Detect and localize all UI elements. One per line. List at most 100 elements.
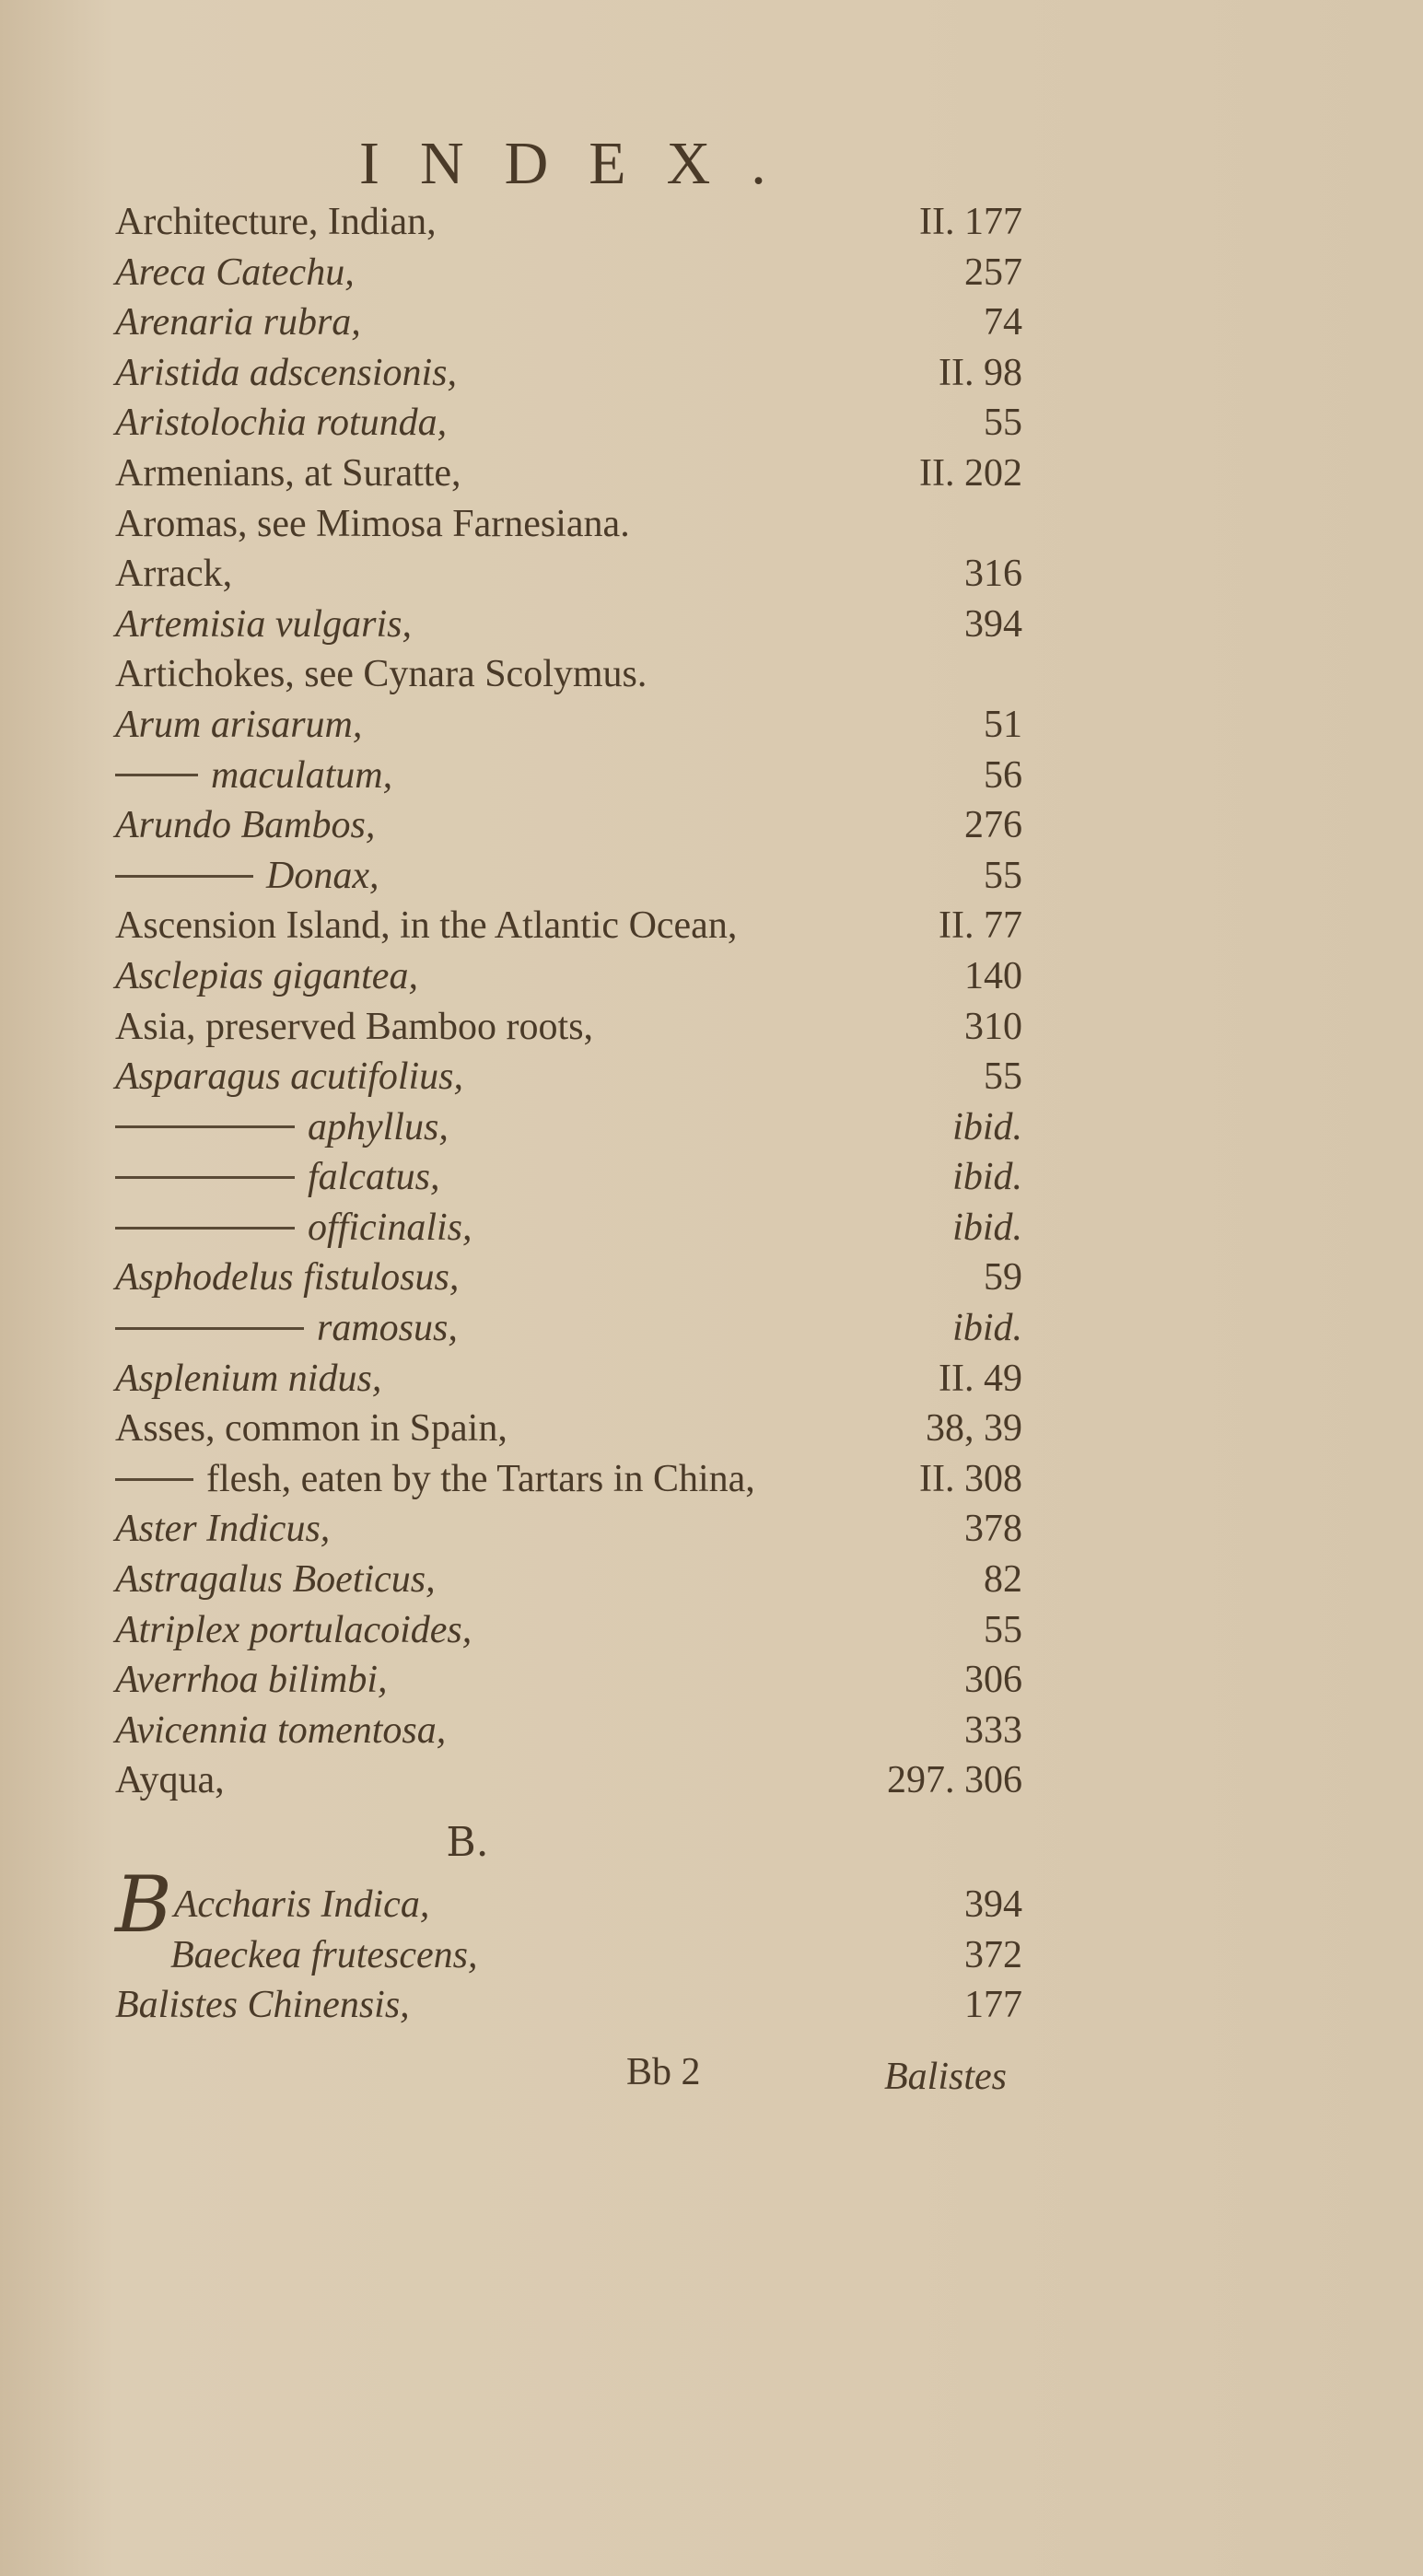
entry-label: Asses, common in Spain, bbox=[115, 1407, 507, 1451]
entry-page: 82 bbox=[984, 1558, 1022, 1602]
entry-page: II. 177 bbox=[919, 201, 1022, 243]
entry-page: 297. 306 bbox=[887, 1759, 1022, 1802]
entry-page: 257 bbox=[964, 251, 1022, 294]
entry-page: 276 bbox=[964, 804, 1022, 847]
entry-label: aphyllus, bbox=[308, 1105, 449, 1148]
entry-label: Arrack, bbox=[115, 553, 233, 596]
entry-label: Aristolochia rotunda, bbox=[115, 402, 448, 445]
entry-page: 394 bbox=[964, 1883, 1022, 1926]
entry-label: Arum arisarum, bbox=[115, 703, 363, 746]
entry-label: Arundo Bambos, bbox=[115, 804, 376, 847]
index-entry: Asses, common in Spain, 38, 39 bbox=[115, 1404, 1022, 1454]
entry-label: Artemisia vulgaris, bbox=[115, 602, 412, 646]
entry-page: II. 98 bbox=[939, 351, 1022, 394]
entry-label: Areca Catechu, bbox=[115, 251, 355, 294]
dash-rule bbox=[115, 774, 198, 777]
index-entry: Arundo Bambos, 276 bbox=[115, 800, 1022, 851]
entry-label: officinalis, bbox=[308, 1206, 472, 1249]
index-entry: B Accharis Indica, 394 bbox=[115, 1859, 1022, 1951]
entry-label: Avicennia tomentosa, bbox=[115, 1708, 447, 1752]
entry-label: ramosus, bbox=[317, 1307, 458, 1350]
index-entry: flesh, eaten by the Tartars in China, II.… bbox=[115, 1454, 1022, 1505]
entry-page: 394 bbox=[964, 602, 1022, 646]
index-entry: Ascension Island, in the Atlantic Ocean,… bbox=[115, 901, 1022, 951]
entry-label: Artichokes, see Cynara Scolymus. bbox=[115, 653, 647, 696]
entry-page: 378 bbox=[964, 1508, 1022, 1551]
index-entry: falcatus, ibid. bbox=[115, 1152, 1022, 1203]
entry-page: 316 bbox=[964, 553, 1022, 596]
index-entry: officinalis, ibid. bbox=[115, 1203, 1022, 1253]
entry-label: Asclepias gigantea, bbox=[115, 954, 418, 997]
index-entry: Artemisia vulgaris, 394 bbox=[115, 600, 1022, 650]
index-entry: Aster Indicus, 378 bbox=[115, 1504, 1022, 1555]
index-entry: ramosus, ibid. bbox=[115, 1303, 1022, 1354]
index-entry: Arenaria rubra, 74 bbox=[115, 297, 1022, 348]
index-entry: Atriplex portulacoides, 55 bbox=[115, 1605, 1022, 1656]
index-entry: Architecture, Indian, II. 177 bbox=[115, 197, 1022, 248]
page-title: INDEX. bbox=[359, 130, 807, 197]
entry-page: ibid. bbox=[952, 1105, 1022, 1148]
entry-page: 51 bbox=[984, 703, 1022, 746]
entry-page: ibid. bbox=[952, 1307, 1022, 1350]
entry-page: 55 bbox=[984, 1055, 1022, 1099]
entry-label: Ascension Island, in the Atlantic Ocean, bbox=[115, 904, 738, 948]
entry-label: Balistes Chinensis, bbox=[115, 1984, 410, 2027]
catchword: Balistes bbox=[884, 2056, 1007, 2098]
entry-page: II. 308 bbox=[919, 1457, 1022, 1500]
dash-rule bbox=[115, 1176, 295, 1180]
entry-label: Aster Indicus, bbox=[115, 1508, 331, 1551]
dash-rule bbox=[115, 874, 253, 878]
entry-label: Averrhoa bilimbi, bbox=[115, 1659, 388, 1702]
dash-rule bbox=[115, 1477, 193, 1481]
entry-page: 59 bbox=[984, 1256, 1022, 1300]
entry-label: Asia, preserved Bamboo roots, bbox=[115, 1005, 594, 1048]
index-entry: Baeckea frutescens, 372 bbox=[115, 1930, 1022, 1981]
index-entry: Aristida adscensionis, II. 98 bbox=[115, 348, 1022, 399]
entry-label: Atriplex portulacoides, bbox=[115, 1608, 472, 1651]
entry-page: 38, 39 bbox=[926, 1407, 1022, 1451]
entry-page: 177 bbox=[964, 1984, 1022, 2027]
entry-page: 140 bbox=[964, 954, 1022, 997]
entry-label: Aristida adscensionis, bbox=[115, 351, 458, 394]
dash-rule bbox=[115, 1326, 304, 1330]
entry-page: 55 bbox=[984, 1608, 1022, 1651]
index-entry: Asphodelus fistulosus, 59 bbox=[115, 1253, 1022, 1303]
index-entry: Donax, 55 bbox=[115, 851, 1022, 902]
index-entry: Asia, preserved Bamboo roots, 310 bbox=[115, 1002, 1022, 1053]
entry-page: ibid. bbox=[952, 1156, 1022, 1199]
index-entry: Asplenium nidus, II. 49 bbox=[115, 1354, 1022, 1405]
index-entry: maculatum, 56 bbox=[115, 751, 1022, 801]
index-entry: aphyllus, ibid. bbox=[115, 1102, 1022, 1153]
index-entry: Astragalus Boeticus, 82 bbox=[115, 1555, 1022, 1605]
index-entry: Averrhoa bilimbi, 306 bbox=[115, 1655, 1022, 1706]
index-entry: Asclepias gigantea, 140 bbox=[115, 951, 1022, 1002]
entry-label: Asparagus acutifolius, bbox=[115, 1055, 464, 1099]
entry-label: Aromas, see Mimosa Farnesiana. bbox=[115, 502, 630, 545]
entry-page: 74 bbox=[984, 301, 1022, 344]
entry-page: 333 bbox=[964, 1708, 1022, 1752]
entry-page: 310 bbox=[964, 1005, 1022, 1048]
entry-label: Asphodelus fistulosus, bbox=[115, 1256, 460, 1300]
index-list: Architecture, Indian, II. 177 Areca Catech… bbox=[115, 197, 1022, 2031]
index-entry: Arum arisarum, 51 bbox=[115, 700, 1022, 751]
index-entry: Ayqua, 297. 306 bbox=[115, 1755, 1022, 1806]
entry-page: II. 202 bbox=[919, 451, 1022, 495]
drop-capital: B bbox=[115, 1859, 172, 1951]
entry-page: 55 bbox=[984, 402, 1022, 445]
dash-rule bbox=[115, 1226, 295, 1230]
index-entry: Aromas, see Mimosa Farnesiana. bbox=[115, 499, 1022, 550]
entry-label: flesh, eaten by the Tartars in China, bbox=[206, 1457, 755, 1500]
entry-label: Architecture, Indian, bbox=[115, 201, 437, 243]
entry-label: Accharis Indica, bbox=[173, 1883, 430, 1926]
entry-label: Baeckea frutescens, bbox=[170, 1933, 478, 1976]
entry-page: 306 bbox=[964, 1659, 1022, 1702]
index-entry: Balistes Chinensis, 177 bbox=[115, 1980, 1022, 2031]
entry-label: Arenaria rubra, bbox=[115, 301, 361, 344]
index-entry: Areca Catechu, 257 bbox=[115, 248, 1022, 298]
entry-label: falcatus, bbox=[308, 1156, 440, 1199]
index-entry: Avicennia tomentosa, 333 bbox=[115, 1706, 1022, 1756]
entry-page: 372 bbox=[964, 1933, 1022, 1976]
entry-label: maculatum, bbox=[211, 753, 393, 797]
index-entry: Artichokes, see Cynara Scolymus. bbox=[115, 649, 1022, 700]
